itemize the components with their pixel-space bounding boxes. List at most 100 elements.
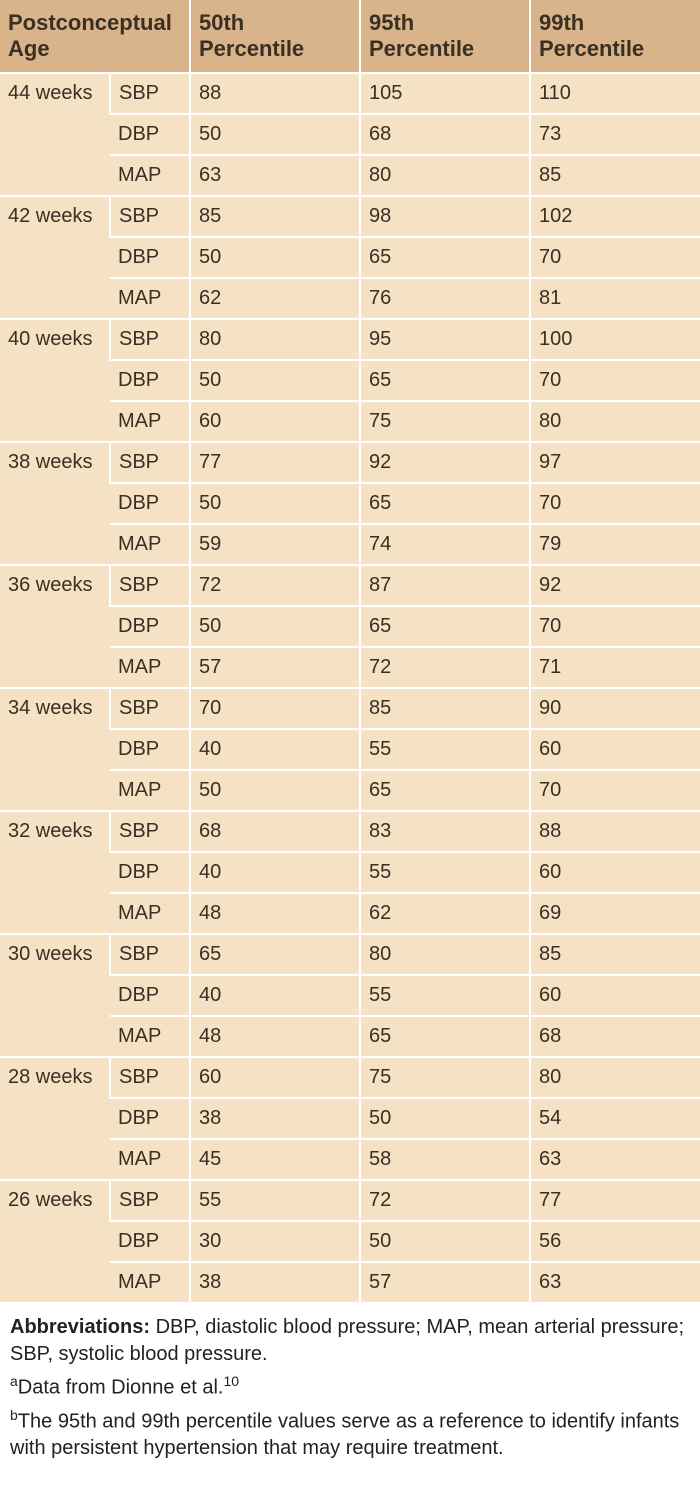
p99-cell: 70	[530, 770, 700, 811]
p99-cell: 88	[530, 811, 700, 852]
p50-cell: 77	[190, 442, 360, 483]
metric-cell: MAP	[110, 1139, 190, 1180]
table-row: 42 weeksSBP8598102	[0, 196, 700, 237]
age-cell: 40 weeks	[0, 319, 110, 442]
metric-cell: SBP	[110, 73, 190, 114]
p50-cell: 50	[190, 114, 360, 155]
p99-cell: 92	[530, 565, 700, 606]
p50-cell: 48	[190, 893, 360, 934]
p95-cell: 76	[360, 278, 530, 319]
p99-cell: 77	[530, 1180, 700, 1221]
metric-cell: MAP	[110, 1016, 190, 1057]
p99-cell: 70	[530, 483, 700, 524]
metric-cell: SBP	[110, 688, 190, 729]
p95-cell: 65	[360, 360, 530, 401]
metric-cell: SBP	[110, 196, 190, 237]
p95-cell: 95	[360, 319, 530, 360]
p95-cell: 55	[360, 975, 530, 1016]
table-header: Postconceptual Age 50th Percentile 95th …	[0, 0, 700, 73]
p95-cell: 74	[360, 524, 530, 565]
footnote-a: aData from Dionne et al.10	[10, 1372, 690, 1402]
p99-cell: 80	[530, 1057, 700, 1098]
p99-cell: 60	[530, 852, 700, 893]
metric-cell: SBP	[110, 811, 190, 852]
footnote-b: bThe 95th and 99th percentile values ser…	[10, 1406, 690, 1463]
p99-cell: 70	[530, 360, 700, 401]
table-row: 34 weeksSBP708590	[0, 688, 700, 729]
p95-cell: 57	[360, 1262, 530, 1303]
age-cell: 42 weeks	[0, 196, 110, 319]
metric-cell: MAP	[110, 155, 190, 196]
p99-cell: 85	[530, 934, 700, 975]
p50-cell: 80	[190, 319, 360, 360]
p99-cell: 70	[530, 237, 700, 278]
p50-cell: 50	[190, 483, 360, 524]
p50-cell: 40	[190, 729, 360, 770]
p50-cell: 50	[190, 237, 360, 278]
p99-cell: 97	[530, 442, 700, 483]
table-row: 28 weeksSBP607580	[0, 1057, 700, 1098]
p95-cell: 65	[360, 237, 530, 278]
table-row: 36 weeksSBP728792	[0, 565, 700, 606]
metric-cell: MAP	[110, 1262, 190, 1303]
p95-cell: 80	[360, 155, 530, 196]
p95-cell: 50	[360, 1221, 530, 1262]
p95-cell: 85	[360, 688, 530, 729]
p99-cell: 81	[530, 278, 700, 319]
metric-cell: DBP	[110, 483, 190, 524]
age-cell: 38 weeks	[0, 442, 110, 565]
table-row: 30 weeksSBP658085	[0, 934, 700, 975]
p50-cell: 50	[190, 770, 360, 811]
table-row: 44 weeksSBP88105110	[0, 73, 700, 114]
p50-cell: 85	[190, 196, 360, 237]
p99-cell: 100	[530, 319, 700, 360]
metric-cell: SBP	[110, 1180, 190, 1221]
p50-cell: 40	[190, 975, 360, 1016]
p95-cell: 75	[360, 1057, 530, 1098]
p99-cell: 60	[530, 729, 700, 770]
p95-cell: 72	[360, 647, 530, 688]
p50-cell: 38	[190, 1262, 360, 1303]
p99-cell: 102	[530, 196, 700, 237]
age-cell: 44 weeks	[0, 73, 110, 196]
p50-cell: 59	[190, 524, 360, 565]
p50-cell: 72	[190, 565, 360, 606]
p95-cell: 55	[360, 852, 530, 893]
abbrev-label: Abbreviations:	[10, 1316, 150, 1338]
footnote-b-sup: b	[10, 1407, 18, 1423]
metric-cell: DBP	[110, 729, 190, 770]
p50-cell: 60	[190, 401, 360, 442]
footnote-b-text: The 95th and 99th percentile values serv…	[10, 1410, 679, 1459]
p99-cell: 71	[530, 647, 700, 688]
table-row: 40 weeksSBP8095100	[0, 319, 700, 360]
metric-cell: MAP	[110, 278, 190, 319]
p99-cell: 63	[530, 1262, 700, 1303]
p99-cell: 73	[530, 114, 700, 155]
age-cell: 30 weeks	[0, 934, 110, 1057]
p50-cell: 88	[190, 73, 360, 114]
p95-cell: 80	[360, 934, 530, 975]
table-row: 32 weeksSBP688388	[0, 811, 700, 852]
p99-cell: 85	[530, 155, 700, 196]
table-notes: Abbreviations: DBP, diastolic blood pres…	[0, 1304, 700, 1470]
metric-cell: MAP	[110, 893, 190, 934]
p95-cell: 65	[360, 606, 530, 647]
age-cell: 28 weeks	[0, 1057, 110, 1180]
age-cell: 34 weeks	[0, 688, 110, 811]
header-p50: 50th Percentile	[190, 0, 360, 73]
p50-cell: 55	[190, 1180, 360, 1221]
p95-cell: 65	[360, 483, 530, 524]
p50-cell: 45	[190, 1139, 360, 1180]
metric-cell: DBP	[110, 360, 190, 401]
p99-cell: 79	[530, 524, 700, 565]
table-row: 26 weeksSBP557277	[0, 1180, 700, 1221]
footnote-a-sup: a	[10, 1373, 18, 1389]
p95-cell: 58	[360, 1139, 530, 1180]
footnote-a-ref: 10	[223, 1373, 239, 1389]
p50-cell: 65	[190, 934, 360, 975]
p50-cell: 68	[190, 811, 360, 852]
p50-cell: 70	[190, 688, 360, 729]
metric-cell: SBP	[110, 1057, 190, 1098]
metric-cell: SBP	[110, 442, 190, 483]
metric-cell: SBP	[110, 565, 190, 606]
